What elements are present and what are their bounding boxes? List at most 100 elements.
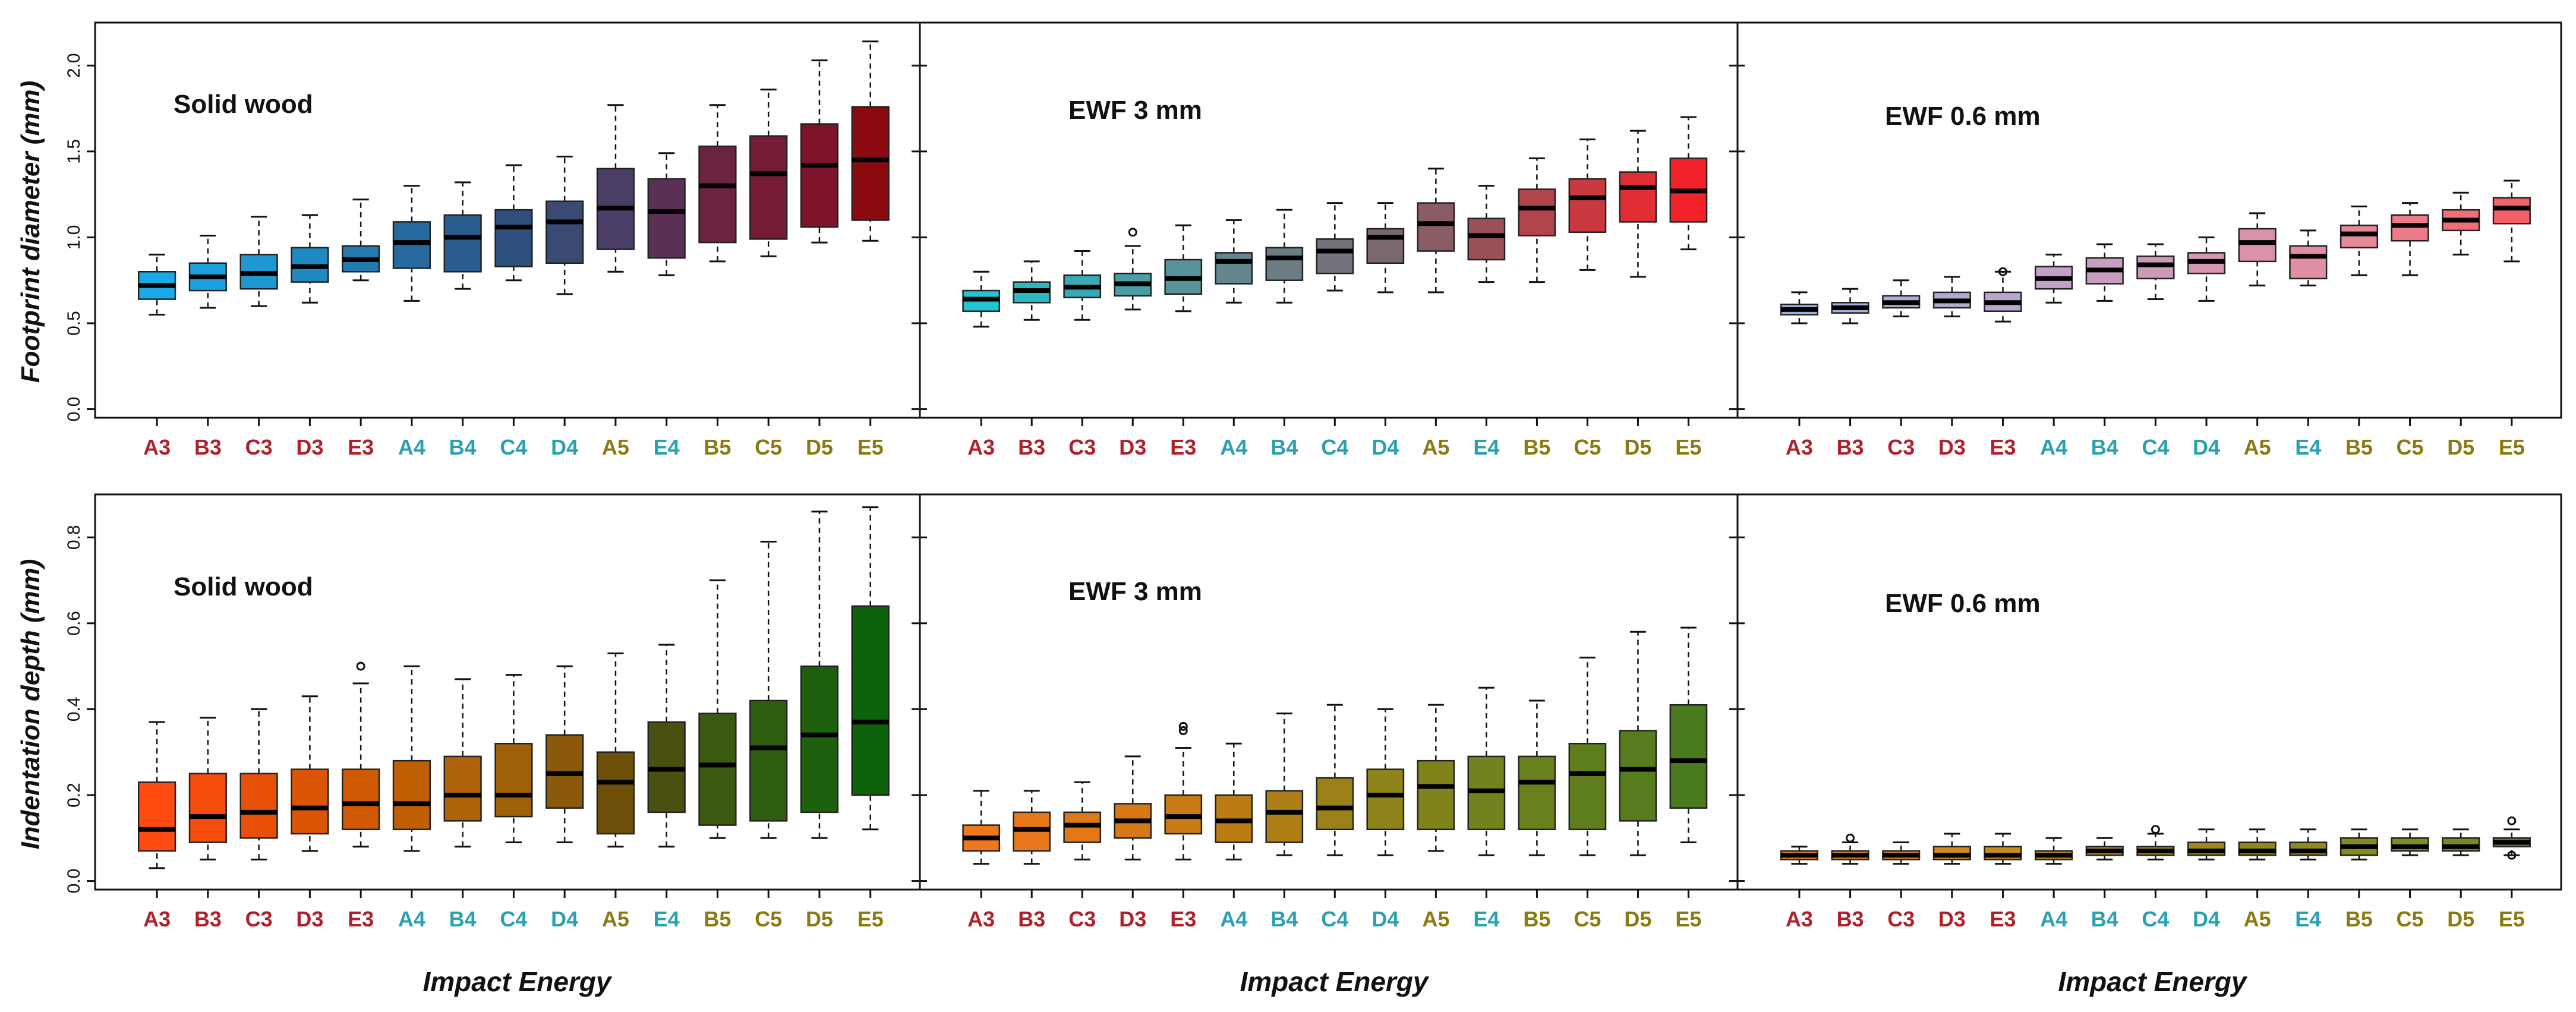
iqr-box	[239, 773, 278, 839]
box-d5	[2442, 191, 2480, 256]
chart-panel-6: EWF 0.6 mm A3 B3 C3 D3 E3 A4 B4 C4 D4 A5 E4 B5 C5 D5 E5	[1729, 493, 2562, 931]
x-tick-label-c3: C3	[1887, 435, 1915, 459]
x-tick-label-a4: A4	[398, 435, 425, 459]
iqr-box	[546, 200, 584, 264]
box-c4	[2136, 243, 2175, 300]
x-tick-label-b3: B3	[1018, 435, 1045, 459]
iqr-box	[1518, 755, 1556, 831]
iqr-box	[443, 214, 482, 273]
y-tick-label: 2.0	[64, 53, 84, 78]
box-c5	[2391, 828, 2429, 856]
iqr-box	[2339, 224, 2379, 249]
iqr-box	[1568, 178, 1607, 233]
iqr-box	[1366, 768, 1405, 831]
box-d4	[546, 156, 584, 295]
box-a3	[962, 270, 1001, 328]
iqr-box	[2136, 255, 2175, 280]
box-a5	[596, 104, 635, 273]
box-e3	[1984, 267, 2022, 323]
box-c5	[749, 89, 788, 257]
box-c5	[1568, 657, 1607, 856]
box-a4	[392, 665, 431, 852]
box-c4	[2136, 825, 2175, 860]
x-tick-label-d3: D3	[1119, 435, 1146, 459]
iqr-box	[392, 221, 431, 269]
iqr-box	[698, 713, 737, 826]
x-tick-label-c5: C5	[1574, 435, 1601, 459]
box-d5	[800, 59, 839, 244]
box-a3	[962, 790, 1001, 865]
box-d4	[1366, 708, 1405, 856]
box-e4	[2289, 229, 2328, 286]
x-tick-label-c4: C4	[500, 435, 527, 459]
x-tick-label-a5: A5	[602, 435, 629, 459]
box-c3	[1063, 781, 1102, 860]
iqr-box	[1619, 730, 1657, 822]
box-b4	[443, 181, 482, 290]
x-tick-label-a3: A3	[1786, 907, 1813, 931]
box-e3	[342, 198, 380, 282]
x-tick-label-e3: E3	[1989, 435, 2016, 459]
iqr-box	[188, 773, 227, 843]
panel-title: EWF 0.6 mm	[1885, 589, 2041, 618]
x-tick-label-c3: C3	[245, 435, 273, 459]
x-axis-label-panel-3: Impact Energy	[2058, 966, 2248, 997]
panel-title: EWF 3 mm	[1068, 96, 1202, 125]
y-tick-label: 0.6	[64, 611, 84, 636]
box-b5	[1518, 699, 1556, 856]
x-tick-label-e3: E3	[348, 907, 374, 931]
x-tick-label-e5: E5	[857, 907, 884, 931]
iqr-box	[1467, 217, 1506, 261]
iqr-box	[851, 605, 890, 796]
x-tick-label-c4: C4	[2142, 907, 2169, 931]
x-tick-label-b3: B3	[194, 907, 222, 931]
x-tick-label-c5: C5	[1574, 907, 1601, 931]
x-tick-label-d4: D4	[1371, 907, 1399, 931]
box-b3	[1013, 260, 1051, 321]
iqr-box	[1316, 777, 1354, 831]
x-tick-label-d5: D5	[2447, 907, 2474, 931]
outlier-point	[356, 661, 365, 671]
box-b5	[2339, 828, 2379, 860]
box-b5	[698, 104, 737, 263]
iqr-box	[494, 742, 533, 818]
box-d5	[1619, 130, 1657, 278]
iqr-box	[1417, 202, 1455, 252]
box-a3	[1780, 291, 1819, 324]
box-e4	[2289, 828, 2328, 860]
box-b4	[2085, 243, 2124, 302]
x-tick-label-b5: B5	[704, 907, 731, 931]
box-e5	[1669, 116, 1708, 251]
iqr-box	[749, 135, 788, 240]
box-e5	[2492, 179, 2531, 263]
x-tick-label-c3: C3	[1068, 907, 1096, 931]
box-c4	[494, 164, 533, 282]
box-e4	[647, 152, 686, 276]
iqr-box	[2238, 228, 2277, 263]
outlier-point	[1128, 228, 1137, 237]
x-tick-label-b5: B5	[704, 435, 731, 459]
box-e5	[851, 40, 890, 242]
box-a5	[1417, 168, 1455, 294]
box-b3	[1013, 790, 1051, 865]
iqr-box	[1366, 228, 1405, 264]
box-c3	[1882, 279, 1921, 317]
x-tick-label-e5: E5	[1675, 907, 1701, 931]
x-tick-label-e4: E4	[2295, 435, 2321, 459]
box-d5	[2442, 828, 2480, 856]
x-tick-label-d3: D3	[296, 435, 323, 459]
outlier-point	[1998, 267, 2007, 276]
x-tick-label-a4: A4	[1220, 435, 1247, 459]
x-tick-label-d3: D3	[1938, 907, 1966, 931]
y-tick-label: 1.0	[64, 225, 84, 250]
box-b4	[2085, 837, 2124, 860]
x-tick-label-a5: A5	[602, 907, 629, 931]
x-tick-label-b4: B4	[2091, 435, 2118, 459]
iqr-box	[1265, 247, 1304, 281]
y-tick-label: 0.2	[64, 783, 84, 808]
box-d3	[291, 695, 329, 852]
x-tick-label-c5: C5	[2397, 907, 2424, 931]
box-c3	[239, 708, 278, 860]
x-tick-label-b5: B5	[2345, 435, 2373, 459]
x-tick-label-c4: C4	[500, 907, 527, 931]
